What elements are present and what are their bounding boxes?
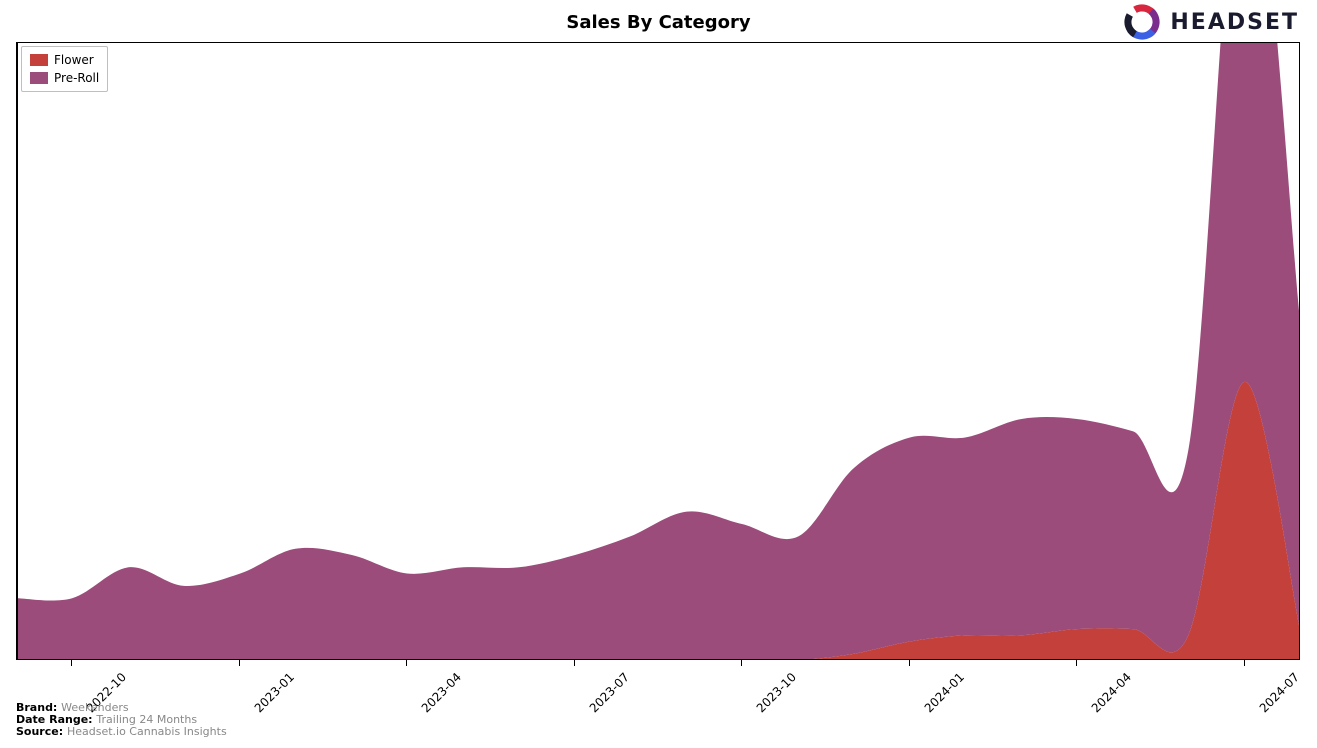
legend-item: Flower — [30, 51, 99, 69]
footer-value: Headset.io Cannabis Insights — [67, 725, 227, 738]
chart-footer: Brand: WeekendersDate Range: Trailing 24… — [16, 702, 227, 738]
x-tick — [909, 660, 910, 666]
area-chart-svg — [17, 42, 1300, 660]
series-area-pre-roll — [17, 42, 1300, 660]
x-tick-label: 2023-07 — [587, 670, 632, 715]
x-tick — [406, 660, 407, 666]
x-tick-label: 2023-10 — [754, 670, 799, 715]
logo-glyph-icon — [1120, 0, 1164, 44]
legend-item: Pre-Roll — [30, 69, 99, 87]
x-tick — [239, 660, 240, 666]
legend-label: Pre-Roll — [54, 69, 99, 87]
footer-label: Source: — [16, 725, 67, 738]
footer-row: Source: Headset.io Cannabis Insights — [16, 726, 227, 738]
x-tick — [1076, 660, 1077, 666]
brand-logo: HEADSET — [1120, 0, 1299, 44]
plot-area: FlowerPre-Roll — [16, 42, 1299, 660]
x-tick — [574, 660, 575, 666]
legend-swatch — [30, 54, 48, 66]
x-tick — [741, 660, 742, 666]
logo-text: HEADSET — [1170, 10, 1299, 35]
legend-swatch — [30, 72, 48, 84]
x-tick — [71, 660, 72, 666]
x-tick-label: 2024-04 — [1088, 670, 1133, 715]
x-tick — [1244, 660, 1245, 666]
chart-legend: FlowerPre-Roll — [21, 46, 108, 92]
x-tick-label: 2023-01 — [252, 670, 297, 715]
legend-label: Flower — [54, 51, 94, 69]
chart-container: { "title": "Sales By Category", "title_f… — [0, 0, 1317, 748]
x-tick-label: 2024-01 — [922, 670, 967, 715]
x-tick-label: 2023-04 — [419, 670, 464, 715]
x-tick-label: 2024-07 — [1257, 670, 1302, 715]
